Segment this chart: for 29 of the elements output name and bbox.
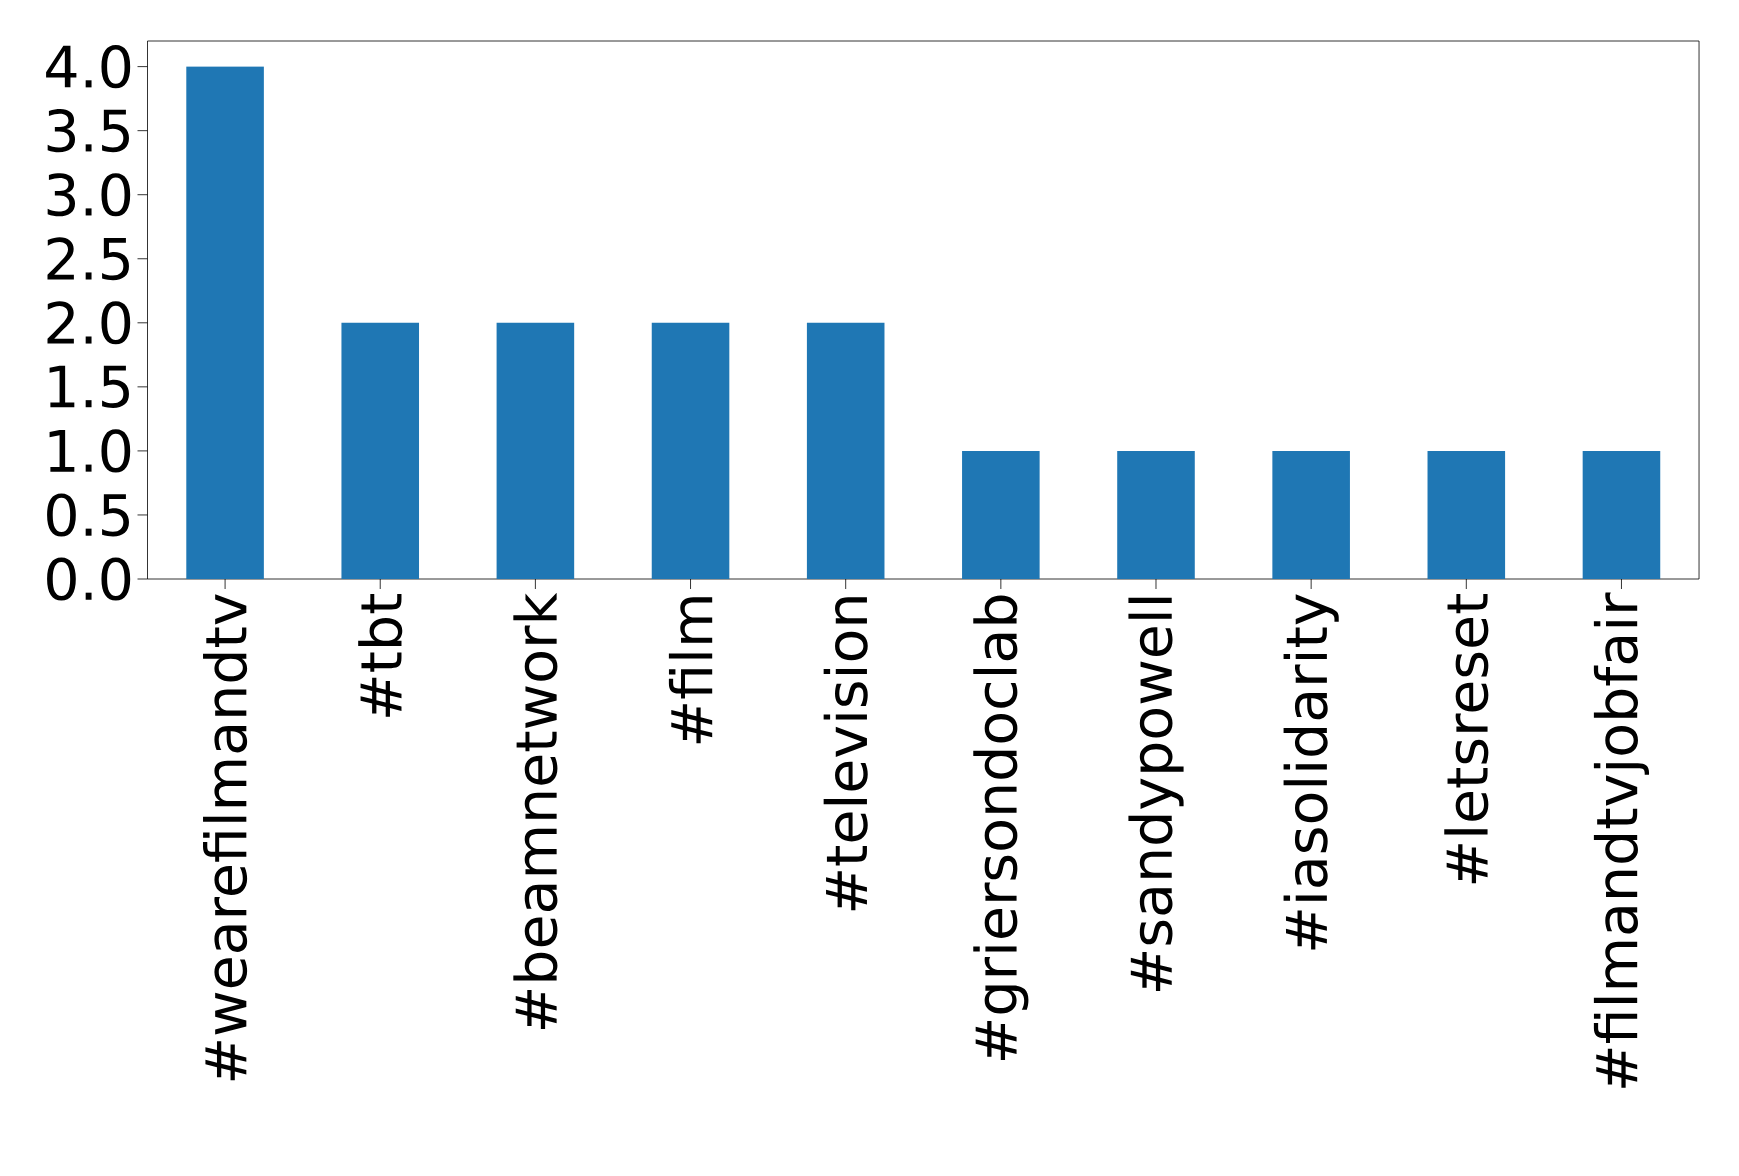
bar <box>341 322 420 579</box>
x-tick-label: #sandypowell <box>1128 597 1184 991</box>
bar <box>651 322 730 579</box>
bar <box>806 322 885 579</box>
y-tick-label: 0.0 <box>47 557 131 601</box>
x-tick-label: #filmandtvjobfair <box>1593 592 1650 1088</box>
x-tick-label: #beamnetwork <box>513 592 558 1030</box>
bar <box>1427 450 1506 579</box>
y-tick-label: 2.0 <box>47 301 131 345</box>
bar <box>1117 450 1195 579</box>
x-tick-label: #iasolidarity <box>1283 594 1339 950</box>
x-tick-label: #television <box>823 597 868 911</box>
y-tick-label: 2.5 <box>47 237 129 281</box>
y-tick-label: 1.5 <box>49 365 129 409</box>
x-tick-label: #film <box>668 597 713 744</box>
x-tick-label: #wearefilmandtv <box>203 594 248 1081</box>
x-tick-label: #letsreset <box>1444 593 1489 884</box>
bar <box>1272 450 1350 579</box>
bar <box>186 66 264 579</box>
x-tick-label: #griersondoclab <box>973 595 1029 1060</box>
y-tick-label: 1.0 <box>49 429 131 473</box>
bar <box>962 450 1040 579</box>
y-tick-label: 3.0 <box>47 173 131 217</box>
y-tick-label: 0.5 <box>47 493 129 537</box>
y-tick-label: 3.5 <box>47 109 129 153</box>
bar <box>1582 450 1661 579</box>
bar <box>496 322 575 579</box>
y-tick-label: 4.0 <box>46 45 131 89</box>
x-tick-label: #tbt <box>358 593 403 717</box>
